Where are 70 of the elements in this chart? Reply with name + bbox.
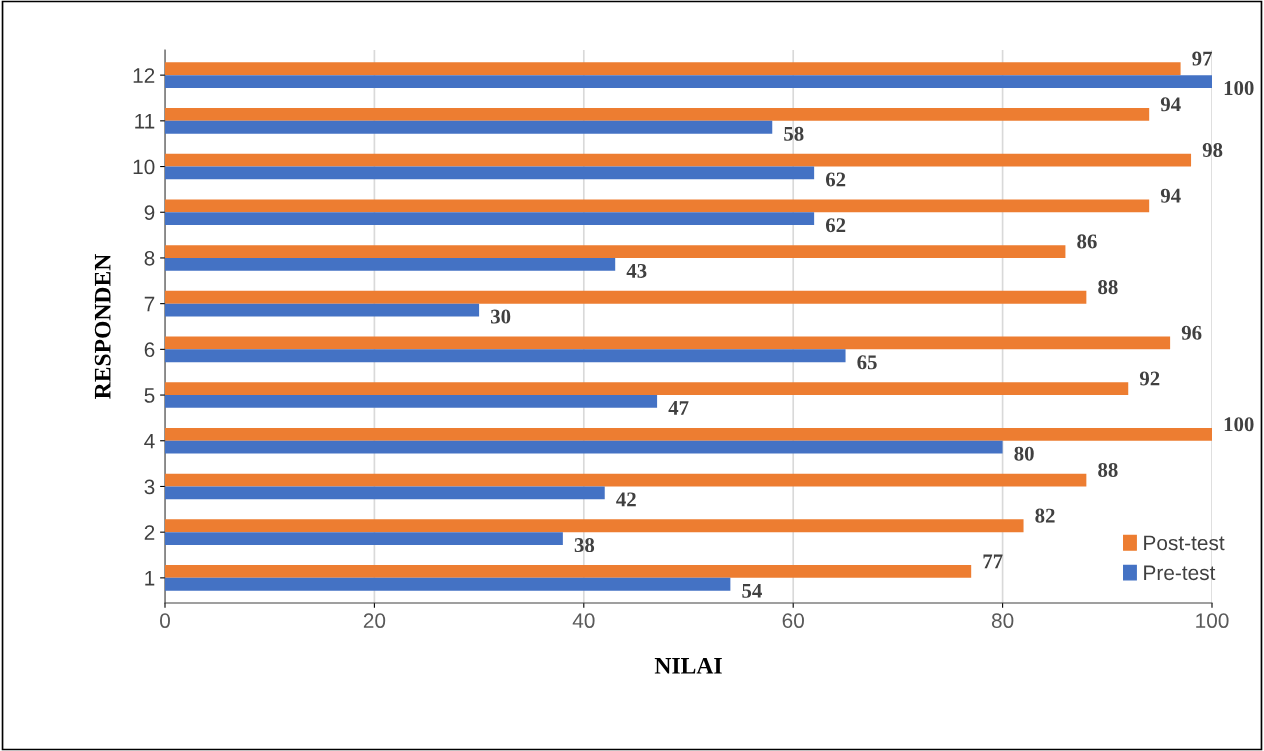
data-label: 92 xyxy=(1139,371,1160,386)
data-label: 97 xyxy=(1192,51,1213,66)
data-label: 54 xyxy=(742,583,762,598)
bar xyxy=(165,290,1087,304)
y-tick-label: 5 xyxy=(144,388,155,403)
y-tick-label: 7 xyxy=(144,296,155,312)
y-tick-label: 2 xyxy=(144,525,155,540)
bar xyxy=(165,427,1212,441)
bar xyxy=(165,565,972,578)
y-tick-label: 4 xyxy=(144,433,155,449)
data-label: 94 xyxy=(1160,188,1181,203)
y-tick-label: 3 xyxy=(144,479,155,495)
bar xyxy=(165,303,480,317)
bar xyxy=(165,212,815,226)
bar xyxy=(165,245,1066,258)
legend-label: Post-test xyxy=(1144,535,1225,551)
bar xyxy=(165,532,563,545)
data-label: 100 xyxy=(1224,81,1254,96)
bar xyxy=(165,166,815,180)
bar xyxy=(165,395,658,408)
data-label: 62 xyxy=(825,218,846,233)
legend-label: Pre-test xyxy=(1144,565,1216,581)
bar xyxy=(165,486,605,500)
bar xyxy=(165,153,1192,167)
data-label: 100 xyxy=(1224,417,1254,432)
y-tick-label: 1 xyxy=(145,571,155,586)
bar xyxy=(165,382,1129,396)
data-label: 62 xyxy=(825,172,846,187)
data-label: 88 xyxy=(1098,280,1118,295)
x-tick-label: 60 xyxy=(782,613,804,629)
x-axis-title: NILAI xyxy=(654,657,722,674)
bar xyxy=(165,257,616,271)
bar xyxy=(165,108,1150,121)
y-tick-label: 9 xyxy=(144,205,155,220)
x-tick-label: 100 xyxy=(1196,613,1229,629)
bar xyxy=(165,75,1212,88)
data-label: 96 xyxy=(1181,325,1202,340)
bar xyxy=(165,473,1087,487)
data-label: 77 xyxy=(983,554,1003,569)
x-tick-label: 40 xyxy=(572,613,595,629)
data-label: 82 xyxy=(1035,508,1055,523)
bar xyxy=(165,349,846,363)
x-tick-label: 0 xyxy=(160,613,170,629)
data-label: 80 xyxy=(1014,446,1034,461)
data-label: 58 xyxy=(784,126,804,141)
data-label: 30 xyxy=(491,309,511,324)
y-tick-label: 6 xyxy=(144,342,155,358)
data-label: 43 xyxy=(626,263,647,278)
y-axis-title: RESPONDEN xyxy=(94,254,111,399)
data-label: 94 xyxy=(1160,97,1181,112)
data-label: 98 xyxy=(1202,142,1223,158)
data-label: 65 xyxy=(857,355,877,370)
bar xyxy=(165,199,1150,213)
data-label: 38 xyxy=(574,538,595,553)
bar xyxy=(165,577,731,591)
bar xyxy=(165,62,1181,76)
x-tick-label: 20 xyxy=(363,613,386,629)
y-tick-label: 10 xyxy=(133,159,155,175)
bar xyxy=(165,440,1003,454)
x-tick-label: 80 xyxy=(991,613,1014,629)
data-label: 88 xyxy=(1098,462,1118,477)
data-label: 86 xyxy=(1077,234,1097,249)
data-label: 42 xyxy=(616,492,636,507)
data-label: 47 xyxy=(668,401,689,415)
bar xyxy=(165,336,1171,350)
bar xyxy=(165,120,773,134)
bar xyxy=(165,519,1024,533)
y-tick-label: 11 xyxy=(135,114,155,129)
y-tick-label: 12 xyxy=(133,68,155,83)
y-tick-label: 8 xyxy=(144,250,155,266)
